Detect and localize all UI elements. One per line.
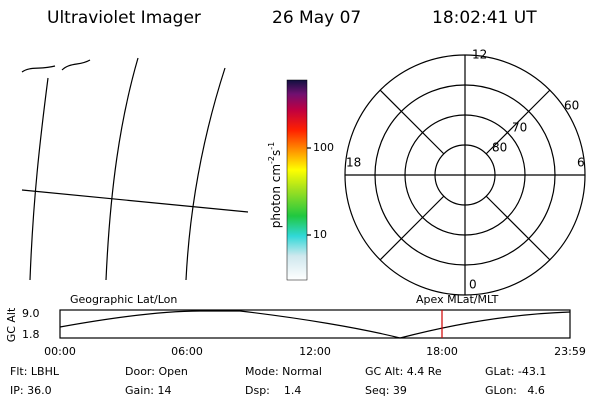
status: Door: Open <box>125 365 188 378</box>
mlt-label: 0 <box>469 278 477 292</box>
alt-y-label: 9.0 <box>22 307 40 320</box>
color-bar <box>286 79 308 281</box>
cb-tick-label: 10 <box>313 228 327 241</box>
time: 18:02:41 UT <box>432 8 537 28</box>
polar-grid <box>344 54 586 296</box>
status: GC Alt: 4.4 Re <box>365 365 442 378</box>
status: IP: 36.0 <box>10 384 52 397</box>
cb-exp: -1 <box>267 142 276 150</box>
mlat-label: 60 <box>564 99 579 113</box>
title: Ultraviolet Imager <box>47 8 201 28</box>
alt-frame <box>59 309 571 339</box>
status: GLat: -43.1 <box>485 365 546 378</box>
alt-left-title: Geographic Lat/Lon <box>70 293 177 306</box>
alt-x-label: 12:00 <box>299 345 331 358</box>
status: Flt: LBHL <box>10 365 60 378</box>
status: Seq: 39 <box>365 384 407 397</box>
alt-curve <box>59 310 571 339</box>
cb-exp: -2 <box>267 156 276 164</box>
alt-right-title: Apex MLat/MLT <box>416 293 499 306</box>
cb-tick-label: 100 <box>313 141 334 154</box>
alt-axis-label: GC Alt <box>5 307 18 342</box>
cb-unit: s <box>269 150 283 156</box>
mlt-label: 6 <box>577 156 585 170</box>
cb-label-text: photon cm <box>269 164 283 228</box>
mlat-label: 70 <box>512 121 527 135</box>
alt-x-label: 00:00 <box>44 345 76 358</box>
mlat-label: 80 <box>492 141 507 155</box>
status: GLon: 4.6 <box>485 384 545 397</box>
alt-y-label: 1.8 <box>22 328 40 341</box>
date: 26 May 07 <box>272 8 361 28</box>
map-grid <box>21 57 249 281</box>
status: Gain: 14 <box>125 384 172 397</box>
alt-x-label: 23:59 <box>554 345 586 358</box>
alt-x-label: 06:00 <box>171 345 203 358</box>
status: Mode: Normal <box>245 365 322 378</box>
cb-label: photon cm-2s-1 <box>267 142 283 229</box>
mlt-label: 12 <box>472 48 487 62</box>
status: Dsp: 1.4 <box>245 384 301 397</box>
alt-x-label: 18:00 <box>426 345 458 358</box>
mlt-label: 18 <box>346 156 361 170</box>
